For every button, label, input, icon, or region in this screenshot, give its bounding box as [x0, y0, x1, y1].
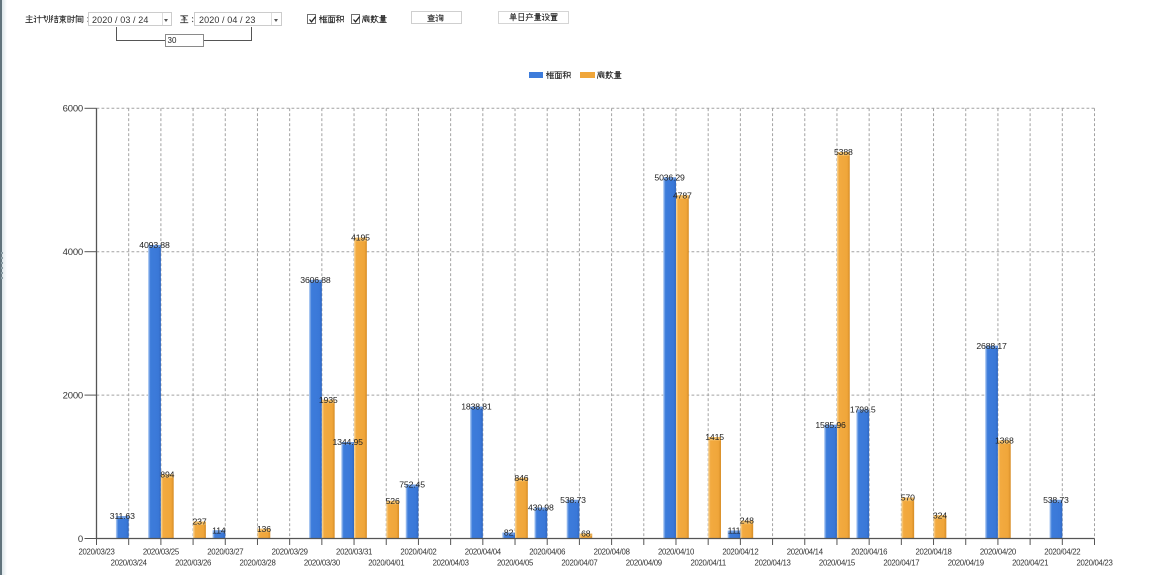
svg-text:2020/04/16: 2020/04/16	[851, 547, 887, 556]
svg-text:4787: 4787	[673, 190, 692, 200]
svg-text:2020/04/09: 2020/04/09	[626, 558, 662, 567]
svg-text:2020/04/04: 2020/04/04	[465, 547, 502, 556]
svg-text:2020/04/18: 2020/04/18	[916, 547, 952, 556]
svg-text:4195: 4195	[351, 233, 370, 243]
svg-text:2020/03/24: 2020/03/24	[111, 558, 148, 567]
svg-text:2020/04/13: 2020/04/13	[755, 558, 791, 567]
svg-text:2020/03/23: 2020/03/23	[78, 547, 114, 556]
svg-text:2020/04/05: 2020/04/05	[497, 558, 534, 567]
svg-text:526: 526	[386, 496, 400, 506]
svg-text:5036.29: 5036.29	[654, 172, 685, 182]
svg-text:2020/04/06: 2020/04/06	[529, 547, 565, 556]
svg-text:2020/04/17: 2020/04/17	[883, 558, 919, 567]
svg-text:1415: 1415	[705, 432, 724, 442]
svg-text:2020/04/03: 2020/04/03	[433, 558, 469, 567]
svg-text:111: 111	[728, 526, 741, 536]
svg-text:114: 114	[212, 525, 226, 535]
svg-text:1344.95: 1344.95	[332, 437, 363, 447]
svg-text:2000: 2000	[63, 391, 83, 402]
svg-text:752.45: 752.45	[399, 480, 425, 490]
svg-text:2020/04/11: 2020/04/11	[690, 558, 725, 567]
svg-text:2020/04/22: 2020/04/22	[1044, 547, 1080, 556]
svg-text:311.63: 311.63	[110, 511, 135, 521]
svg-text:538.73: 538.73	[560, 495, 586, 505]
svg-text:2020/04/23: 2020/04/23	[1076, 558, 1112, 567]
svg-text:5388: 5388	[834, 147, 853, 157]
svg-text:2020/03/28: 2020/03/28	[239, 558, 275, 567]
svg-text:2020/03/30: 2020/03/30	[304, 558, 341, 567]
svg-text:2020/04/02: 2020/04/02	[400, 547, 436, 556]
svg-text:1798.5: 1798.5	[850, 405, 876, 415]
svg-text:538.73: 538.73	[1043, 495, 1069, 505]
svg-text:3606.88: 3606.88	[300, 275, 331, 285]
svg-text:2020/03/26: 2020/03/26	[175, 558, 211, 567]
svg-text:2020/03/31: 2020/03/31	[336, 547, 372, 556]
svg-text:6000: 6000	[63, 104, 83, 115]
svg-text:2688.17: 2688.17	[976, 341, 1007, 351]
svg-text:1368: 1368	[995, 435, 1014, 445]
svg-text:2020/03/27: 2020/03/27	[207, 547, 243, 556]
svg-text:2020/03/29: 2020/03/29	[272, 547, 308, 556]
svg-text:2020/04/19: 2020/04/19	[948, 558, 984, 567]
svg-text:2020/04/12: 2020/04/12	[722, 547, 758, 556]
svg-text:324: 324	[933, 510, 947, 520]
svg-text:248: 248	[740, 516, 754, 526]
svg-text:4093.88: 4093.88	[139, 240, 170, 250]
svg-text:2020/04/15: 2020/04/15	[819, 558, 856, 567]
svg-text:2020/04/20: 2020/04/20	[980, 547, 1017, 556]
svg-text:1585.96: 1585.96	[815, 420, 846, 430]
svg-text:2020/04/01: 2020/04/01	[368, 558, 404, 567]
svg-text:2020/04/08: 2020/04/08	[594, 547, 630, 556]
svg-text:1838.81: 1838.81	[461, 402, 492, 412]
svg-text:2020/04/21: 2020/04/21	[1012, 558, 1048, 567]
svg-text:2020/04/14: 2020/04/14	[787, 547, 824, 556]
svg-text:2020/04/10: 2020/04/10	[658, 547, 695, 556]
svg-text:1935: 1935	[319, 395, 338, 405]
svg-text:0: 0	[78, 534, 83, 545]
svg-text:570: 570	[901, 493, 915, 503]
svg-text:68: 68	[581, 529, 591, 539]
svg-text:82: 82	[504, 528, 514, 538]
svg-text:136: 136	[257, 524, 271, 534]
svg-text:2020/03/25: 2020/03/25	[143, 547, 180, 556]
svg-text:430.98: 430.98	[528, 503, 554, 513]
svg-text:237: 237	[192, 517, 206, 527]
svg-text:846: 846	[514, 473, 528, 483]
svg-text:894: 894	[160, 469, 174, 479]
svg-text:4000: 4000	[63, 247, 83, 258]
svg-text:2020/04/07: 2020/04/07	[561, 558, 597, 567]
